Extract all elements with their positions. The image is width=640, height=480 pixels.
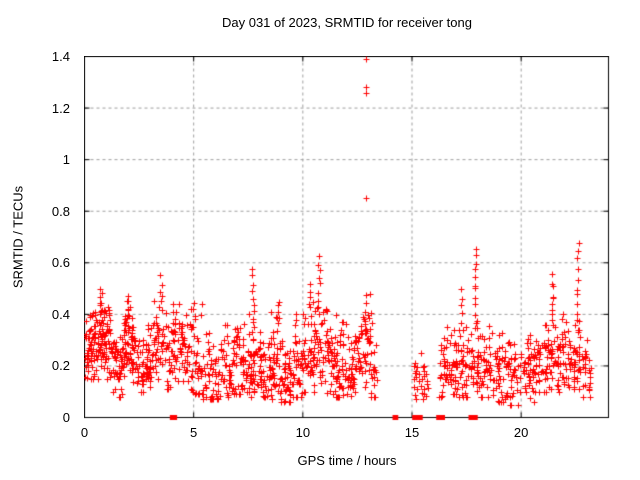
x-tick-label: 0 — [80, 425, 89, 440]
y-tick-label: 1.2 — [51, 100, 70, 116]
y-tick-labels: 0 0.2 0.4 0.6 0.8 1 1.2 1.4 — [0, 0, 70, 480]
y-tick-label: 0.8 — [51, 203, 70, 219]
y-tick-label: 1 — [62, 152, 70, 168]
y-tick-label: 0.6 — [51, 255, 70, 271]
x-axis-label: GPS time / hours — [297, 453, 397, 468]
x-tick-label: 5 — [190, 425, 198, 440]
plot-canvas — [84, 56, 611, 424]
y-tick-label: 0.2 — [51, 358, 70, 374]
y-tick-label: 0 — [62, 410, 70, 425]
chart-title: Day 031 of 2023, SRMTID for receiver ton… — [221, 15, 472, 30]
x-tick-label: 15 — [404, 425, 420, 440]
x-tick-label: 10 — [295, 425, 311, 440]
x-tick-label: 20 — [513, 425, 529, 440]
y-tick-label: 1.4 — [51, 49, 70, 64]
y-tick-label: 0.4 — [51, 306, 70, 322]
